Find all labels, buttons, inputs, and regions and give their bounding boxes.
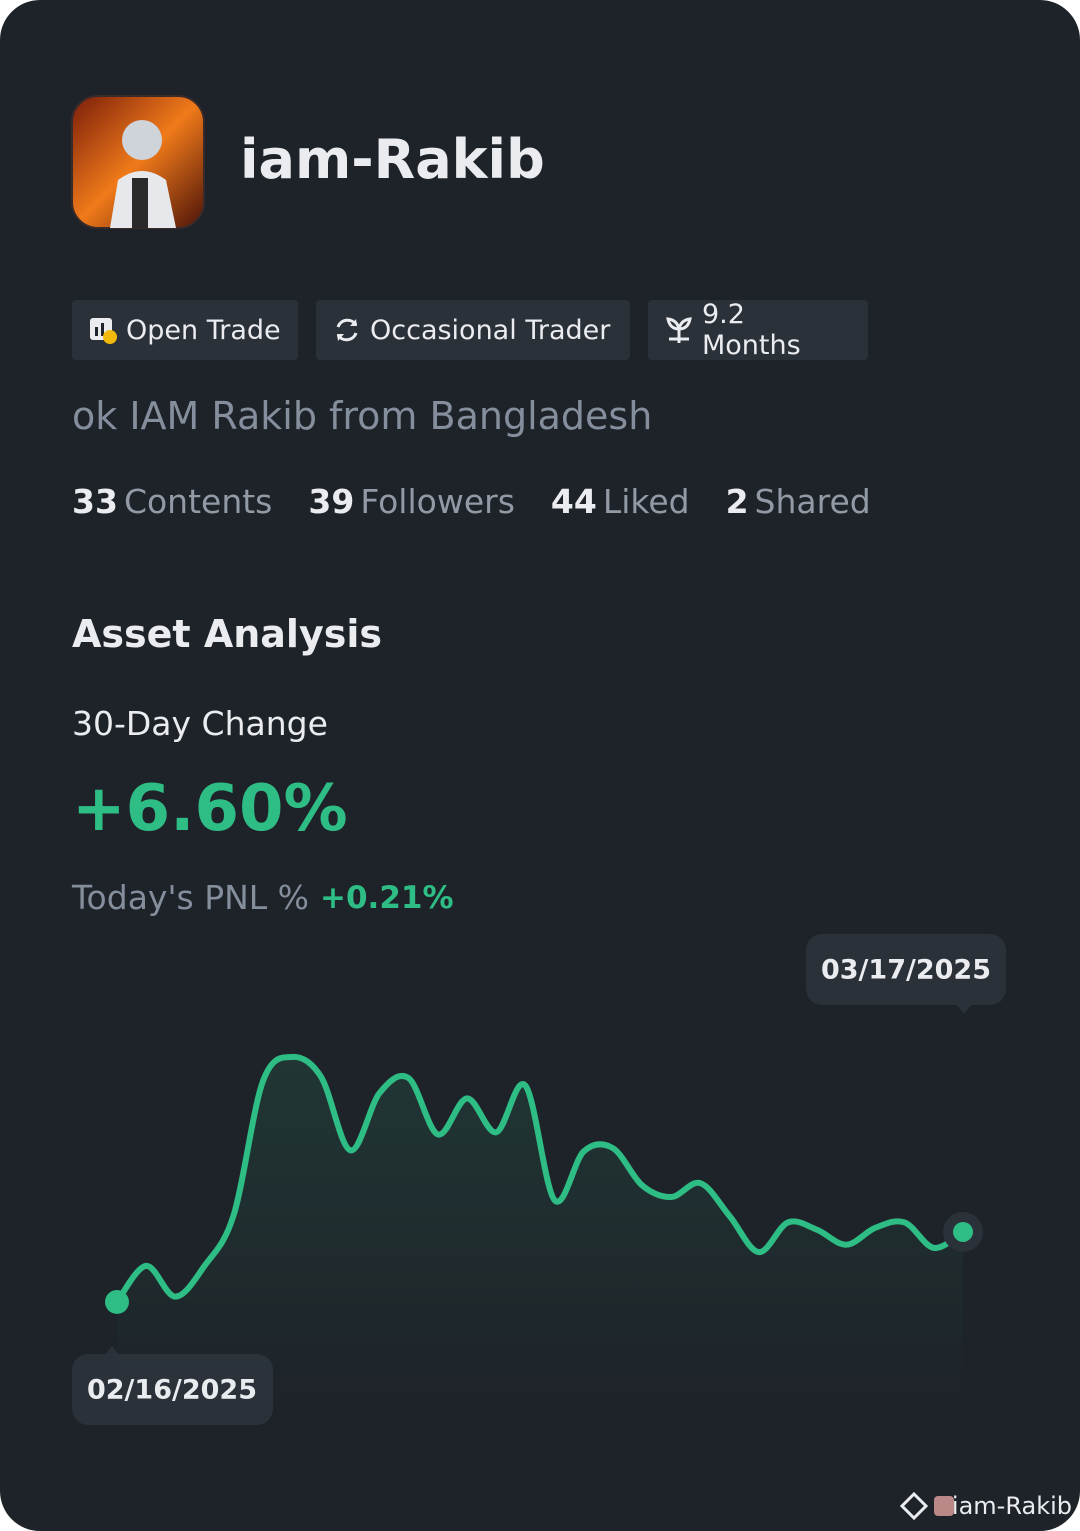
stat-label: Shared [754,482,871,521]
icon [666,317,692,343]
line [114,1053,965,1304]
stat-value: 2 [725,482,749,521]
change-label: 30-Day Change [72,704,328,743]
stats: 33 Contents 39 Followers 44 Liked 2 Shared [72,482,907,521]
stat: 2 Shared [726,482,871,521]
stat-value: 33 [72,482,118,521]
tag-text: Open Trade [126,314,281,346]
tag: Open Trade [72,300,298,360]
pnl-label: Today's PNL % [72,878,310,917]
end-date: 03/17/2025 [821,955,991,986]
stat-value: 39 [308,482,355,521]
username: iam-Rakib [240,128,545,191]
pnl-value: +0.21% [320,880,454,916]
tag-text: Occasional Trader [370,314,611,346]
watermark-text: iam-Rakib [952,1492,1072,1520]
end-tooltip: 03/17/2025 [806,934,1006,1014]
tag-text: 9.2 Months [701,299,801,361]
bio: ok IAM Rakib from Bangladesh [72,394,653,438]
stat: 39 Followers [308,482,515,521]
icon [90,318,117,344]
section-title: Asset Analysis [72,612,382,656]
stat-label: Liked [602,482,690,521]
end-point [953,1221,973,1242]
stat-label: Followers [360,482,515,521]
stat: 33 Contents [72,482,272,521]
start-point [105,1289,129,1314]
stat: 44 Liked [551,482,690,521]
icon [336,318,358,342]
change-value: +6.60% [72,772,348,846]
stat-label: Contents [123,482,273,521]
tag: Occasional Trader [316,300,630,360]
avatar [71,95,205,229]
stat-value: 44 [550,482,597,521]
line-area [117,1056,963,1408]
tag: 9.2 Months [648,299,868,361]
watermark: iam-Rakib [899,1491,1072,1521]
